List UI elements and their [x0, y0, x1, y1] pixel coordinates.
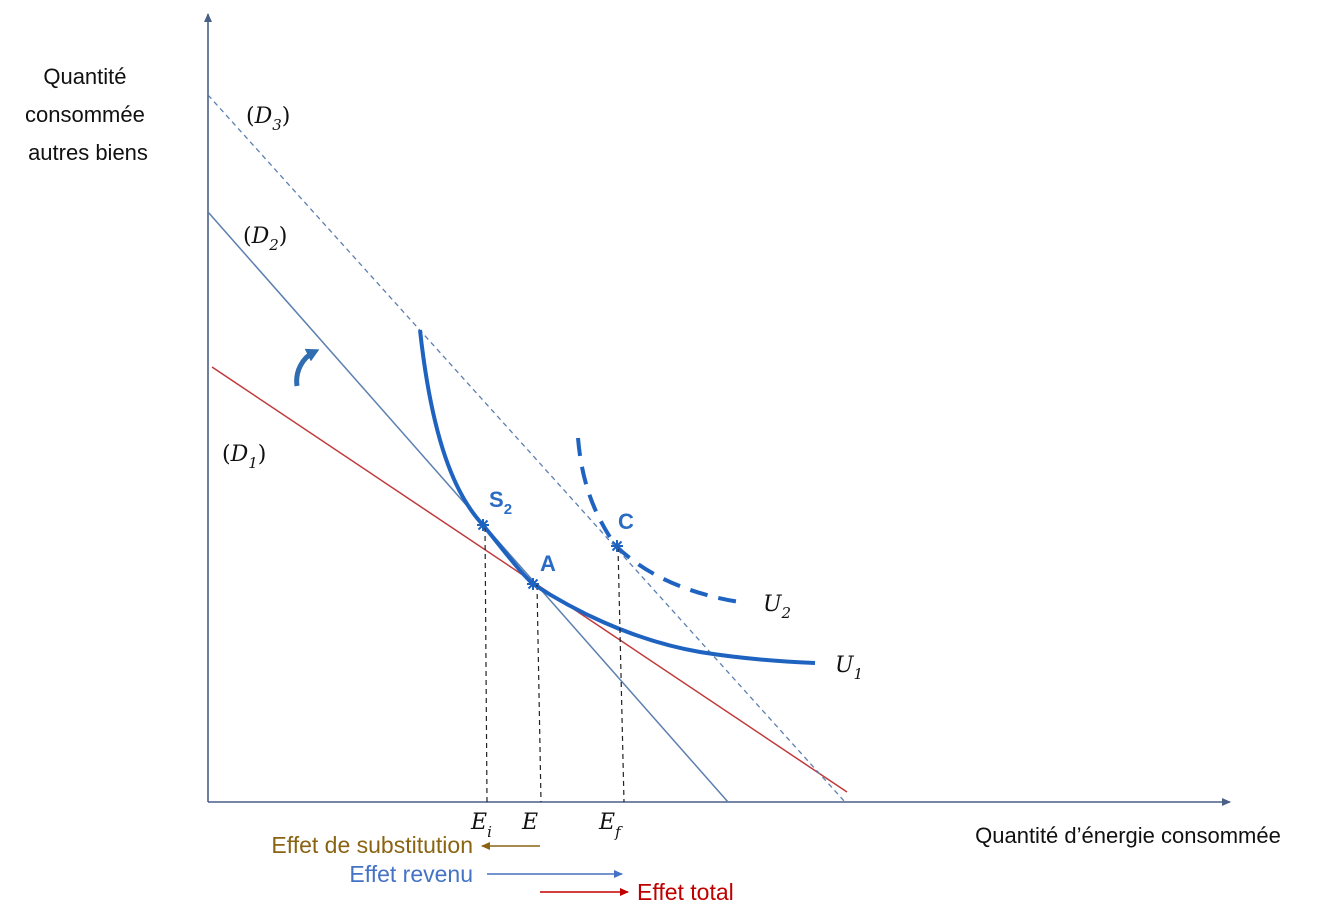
label-d3: (D3): [246, 104, 290, 134]
point-label-s2: S2: [489, 487, 512, 518]
y-axis-label-line-3: autres biens: [28, 140, 148, 165]
y-axis-label-line-1: Quantité: [43, 64, 126, 89]
point-label-a: A: [540, 551, 556, 576]
rotation-arrow-icon: [294, 348, 320, 387]
label-u2: U2: [763, 592, 791, 622]
indifference-curve-u1: [418, 329, 816, 665]
income-effect-label: Effet revenu: [349, 861, 473, 887]
label-d2: (D2): [243, 224, 287, 254]
x-axis-label: Quantité d’énergie consommée: [975, 823, 1281, 848]
tick-label-ef: Ef: [598, 810, 623, 841]
point-marker-a: [527, 578, 539, 590]
projection-line-e: [536, 584, 542, 803]
tick-label-e: E: [521, 810, 538, 835]
y-axis-label-line-2: consommée: [25, 102, 145, 127]
indifference-curve-u2: [576, 437, 741, 604]
label-u1: U1: [835, 653, 863, 683]
point-marker-s2: [477, 519, 489, 531]
tick-label-ei: Ei: [470, 810, 492, 841]
point-marker-c: [611, 540, 623, 552]
budget-line-d3: [207, 94, 846, 803]
projection-line-ef: [617, 546, 625, 803]
point-label-c: C: [618, 509, 634, 534]
projection-line-ei: [484, 526, 488, 803]
total-effect-label: Effet total: [637, 879, 734, 903]
label-d1: (D1): [222, 442, 266, 472]
y-axis-label: Quantité consommée autres biens: [25, 64, 151, 165]
substitution-effect-label: Effet de substitution: [271, 832, 473, 858]
